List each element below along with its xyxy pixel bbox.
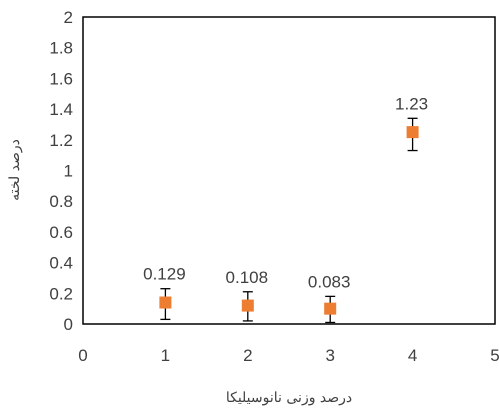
data-label: 0.083 bbox=[308, 272, 351, 291]
data-point-marker bbox=[324, 302, 337, 315]
y-tick-label: 2 bbox=[64, 8, 73, 27]
data-label: 1.23 bbox=[395, 94, 428, 113]
x-tick-label: 5 bbox=[490, 346, 499, 365]
data-label: 0.129 bbox=[143, 265, 186, 284]
x-axis-ticks: 0 1 2 3 4 5 bbox=[78, 346, 499, 365]
y-tick-label: 0.2 bbox=[49, 284, 73, 303]
y-tick-label: 1.4 bbox=[49, 100, 73, 119]
y-axis-ticks: 0 0.2 0.4 0.6 0.8 1 1.2 1.4 1.6 1.8 2 bbox=[49, 8, 73, 334]
x-tick-label: 0 bbox=[78, 346, 87, 365]
x-axis-title: درصد وزنی نانوسیلیکا bbox=[226, 390, 352, 406]
plot-area bbox=[82, 16, 496, 325]
y-axis-title: درصد لخته bbox=[7, 139, 23, 201]
y-tick-label: 1 bbox=[64, 162, 73, 181]
y-tick-label: 0.6 bbox=[49, 223, 73, 242]
x-tick-label: 4 bbox=[408, 346, 417, 365]
data-point-marker bbox=[159, 296, 172, 309]
data-label: 0.108 bbox=[226, 268, 269, 287]
y-tick-label: 1.6 bbox=[49, 69, 73, 88]
y-tick-label: 0.4 bbox=[49, 254, 73, 273]
data-point-marker bbox=[241, 299, 254, 312]
y-tick-label: 0 bbox=[64, 315, 73, 334]
data-point-marker bbox=[406, 126, 419, 139]
y-tick-label: 1.8 bbox=[49, 39, 73, 58]
x-tick-label: 2 bbox=[243, 346, 252, 365]
y-tick-label: 1.2 bbox=[49, 131, 73, 150]
data-marks: 0.129 0.108 0.083 1.23 bbox=[143, 94, 428, 324]
x-tick-label: 1 bbox=[161, 346, 170, 365]
x-tick-label: 3 bbox=[325, 346, 334, 365]
y-tick-label: 0.8 bbox=[49, 192, 73, 211]
